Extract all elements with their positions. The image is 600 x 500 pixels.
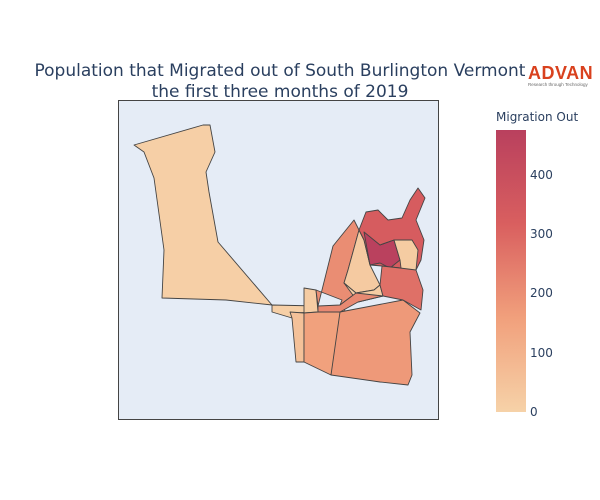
logo-name: ADVAN <box>528 63 594 83</box>
map-region-small-center-bar[interactable] <box>317 292 384 313</box>
chart-title-line2: the first three months of 2019 <box>151 82 409 102</box>
colorbar-tick-label: 400 <box>530 167 553 182</box>
colorbar-title: Migration Out <box>496 110 579 124</box>
colorbar <box>496 130 526 412</box>
logo-tagline: Research through Technology <box>528 82 588 87</box>
colorbar-tick-label: 300 <box>530 226 553 241</box>
colorbar-tick-label: 0 <box>530 405 538 419</box>
map-regions <box>133 124 426 386</box>
map[interactable] <box>118 100 439 420</box>
chart-title: Population that Migrated out of South Bu… <box>0 61 560 103</box>
colorbar-tick-label: 200 <box>530 286 553 301</box>
map-region-west-large[interactable] <box>133 124 273 306</box>
colorbar-tick-label: 100 <box>530 345 553 360</box>
advan-logo: ADVAN Research through Technology <box>528 64 596 88</box>
map-region-mid-west-strip[interactable] <box>289 311 305 363</box>
chart-title-line1: Population that Migrated out of South Bu… <box>34 61 526 81</box>
map-region-east-mid[interactable] <box>379 265 424 311</box>
map-region-south-east-large[interactable] <box>330 299 421 386</box>
